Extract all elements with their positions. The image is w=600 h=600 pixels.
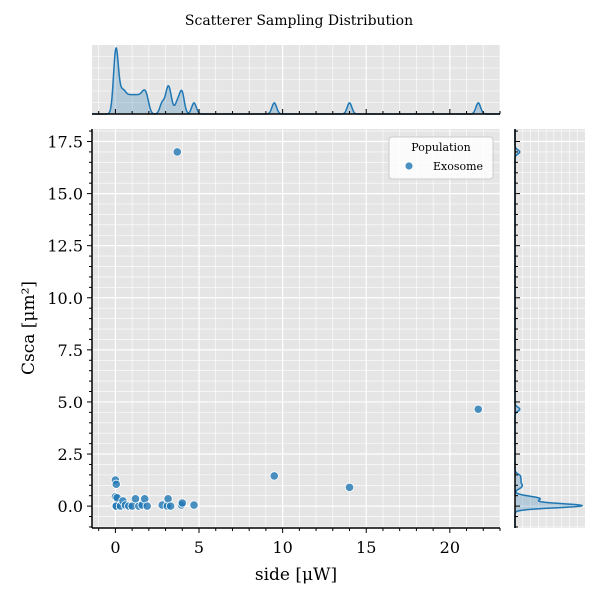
main-ticks <box>87 130 501 533</box>
main-plot-background <box>92 129 500 528</box>
y-tick-label: 2.5 <box>58 445 83 464</box>
scatter-points <box>110 147 483 511</box>
top-marginal-grid <box>92 45 501 114</box>
x-tick-label: 0 <box>110 538 120 557</box>
legend-marker-exosome <box>404 161 414 171</box>
scatter-point <box>473 404 483 414</box>
right-marginal-background <box>515 129 585 528</box>
x-axis-label: side [μW] <box>255 565 337 585</box>
main-axes-spines <box>91 129 500 529</box>
right-marginal-grid <box>515 129 585 528</box>
y-tick-label: 7.5 <box>58 341 83 360</box>
y-axis-label: Csca [μm²] <box>19 281 39 375</box>
legend-title: Population <box>411 141 470 154</box>
legend: Population Exosome <box>388 136 494 180</box>
scatter-point <box>189 500 199 510</box>
x-tick-label: 20 <box>440 538 460 557</box>
top-kde-fill <box>92 48 500 114</box>
main-grid <box>92 129 501 528</box>
scatter-point <box>165 501 176 511</box>
x-tick-label: 10 <box>272 538 292 557</box>
y-tick-labels: 0.0 2.5 5.0 7.5 10.0 12.5 15.0 17.5 <box>47 133 83 517</box>
y-tick-label: 10.0 <box>47 289 83 308</box>
x-tick-labels: 0 5 10 15 20 <box>110 538 460 557</box>
right-marginal-kde <box>514 129 585 528</box>
main-scatter-panel: 0 5 10 15 20 0.0 2.5 5.0 7.5 10.0 12.5 15.0 17.5 <box>47 129 501 557</box>
scatter-point <box>172 147 182 157</box>
legend-label-exosome: Exosome <box>433 160 483 173</box>
scatter-point <box>142 501 152 511</box>
top-marginal-ticks <box>98 109 501 114</box>
top-marginal-kde <box>92 45 501 115</box>
x-tick-label: 15 <box>356 538 376 557</box>
y-tick-label: 15.0 <box>47 185 83 204</box>
y-tick-label: 5.0 <box>58 393 83 412</box>
legend-box <box>388 136 494 180</box>
y-tick-label: 0.0 <box>58 497 83 516</box>
scatter-point <box>177 498 187 508</box>
x-tick-label: 5 <box>194 538 204 557</box>
scatter-point <box>111 479 121 489</box>
y-tick-label: 17.5 <box>47 133 83 152</box>
chart-title: Scatterer Sampling Distribution <box>185 13 413 29</box>
scatter-point <box>269 471 279 481</box>
y-tick-label: 12.5 <box>47 237 83 256</box>
scatter-point <box>344 482 355 492</box>
right-marginal-ticks <box>515 130 520 528</box>
